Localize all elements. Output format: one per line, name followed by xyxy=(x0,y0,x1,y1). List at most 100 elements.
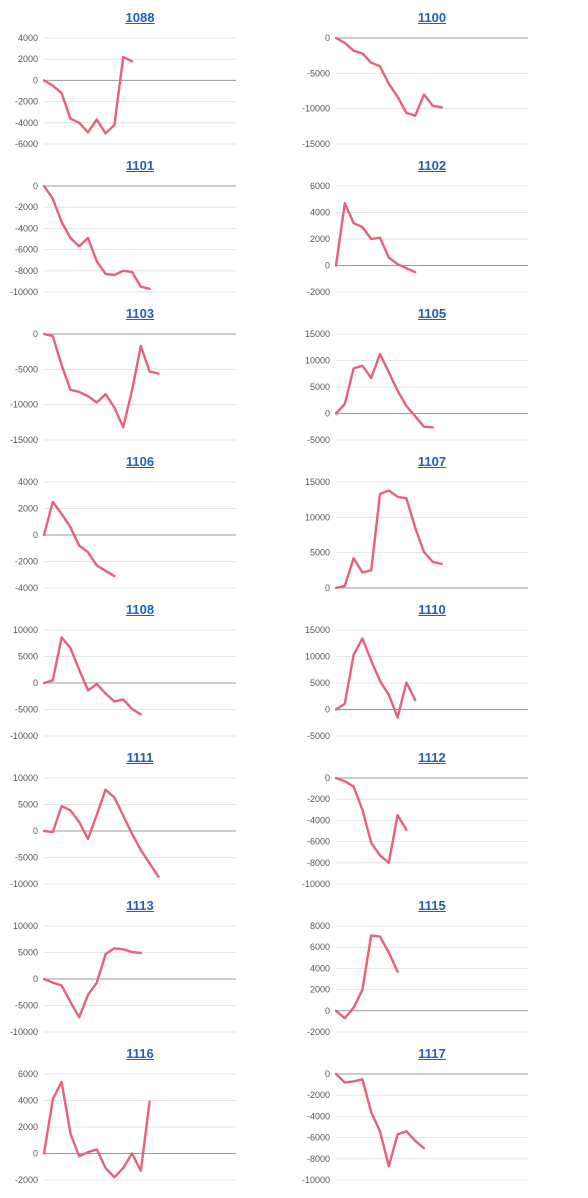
chart-panel: 1107 15000 10000 5000 0 xyxy=(292,454,572,594)
series-line xyxy=(334,637,417,719)
chart-title-link[interactable]: 1103 xyxy=(125,306,155,321)
chart-panel: 1117 0 -2000 -4000 -6000 -8000 -10000 xyxy=(292,1046,572,1186)
y-tick-label: 8000 xyxy=(310,921,330,931)
y-tick-label: 0 xyxy=(33,1149,38,1159)
chart-title-link[interactable]: 1088 xyxy=(125,10,155,25)
chart-title-link[interactable]: 1116 xyxy=(126,1046,154,1061)
series-line xyxy=(334,36,443,117)
chart-title-link[interactable]: 1110 xyxy=(418,602,446,617)
line-chart: 0 -5000 -10000 -15000 xyxy=(302,33,528,149)
y-tick-label: 0 xyxy=(325,1069,330,1079)
y-tick-label: 10000 xyxy=(13,625,38,635)
y-tick-label: -5000 xyxy=(15,853,38,863)
chart-title-link[interactable]: 1102 xyxy=(417,158,447,173)
y-tick-label: -5000 xyxy=(307,731,330,741)
y-tick-label: -2000 xyxy=(307,1027,330,1037)
y-tick-label: 0 xyxy=(325,583,330,593)
chart-title-link[interactable]: 1107 xyxy=(417,454,447,469)
line-chart: 0 -2000 -4000 -6000 -8000 -10000 xyxy=(302,773,528,889)
series-line xyxy=(42,788,160,878)
series-line xyxy=(334,934,399,1020)
y-tick-label: -4000 xyxy=(307,1111,330,1121)
chart-title-link[interactable]: 1108 xyxy=(125,602,155,617)
line-chart: 10000 5000 0 -5000 -10000 xyxy=(10,921,236,1037)
y-tick-label: 10000 xyxy=(13,773,38,783)
y-tick-label: 0 xyxy=(33,974,38,984)
y-tick-label: 10000 xyxy=(305,512,330,522)
y-tick-label: -2000 xyxy=(307,1090,330,1100)
y-tick-label: -5000 xyxy=(307,435,330,445)
y-tick-label: 5000 xyxy=(18,948,38,958)
y-tick-label: 4000 xyxy=(18,1096,38,1106)
line-chart: 10000 5000 0 -5000 -10000 xyxy=(10,625,236,741)
chart-title-link[interactable]: 1112 xyxy=(418,750,446,765)
series-line xyxy=(42,500,116,578)
chart-panel: 1088 4000 2000 0 -2000 -4000 -6000 xyxy=(0,10,280,150)
line-chart: 6000 4000 2000 0 -2000 xyxy=(15,1069,236,1185)
chart-panel: 1110 15000 10000 5000 0 -5000 xyxy=(292,602,572,742)
chart-title-link[interactable]: 1105 xyxy=(417,306,447,321)
series-line xyxy=(334,202,417,274)
y-tick-label: -10000 xyxy=(10,1027,38,1037)
y-tick-label: 0 xyxy=(325,705,330,715)
line-chart: 6000 4000 2000 0 -2000 xyxy=(307,181,528,297)
y-tick-label: 5000 xyxy=(310,382,330,392)
chart-title-link[interactable]: 1106 xyxy=(125,454,155,469)
series-line xyxy=(42,332,160,429)
y-tick-label: 6000 xyxy=(310,942,330,952)
series-line xyxy=(334,489,443,590)
y-tick-label: -10000 xyxy=(302,104,330,114)
series-line xyxy=(42,636,143,716)
y-tick-label: -5000 xyxy=(15,364,38,374)
y-tick-label: -5000 xyxy=(15,705,38,715)
y-tick-label: -10000 xyxy=(302,1175,330,1185)
y-tick-label: -2000 xyxy=(15,1175,38,1185)
y-tick-label: 0 xyxy=(325,773,330,783)
chart-title-link[interactable]: 1113 xyxy=(126,898,154,913)
y-tick-label: 0 xyxy=(33,678,38,688)
y-tick-label: -5000 xyxy=(307,68,330,78)
y-tick-label: 0 xyxy=(33,75,38,85)
chart-title-link[interactable]: 1115 xyxy=(418,898,446,913)
y-tick-label: 2000 xyxy=(18,54,38,64)
line-chart: 15000 10000 5000 0 -5000 xyxy=(305,625,528,741)
y-tick-label: -2000 xyxy=(15,557,38,567)
series-line xyxy=(42,1080,151,1179)
y-tick-label: 6000 xyxy=(310,181,330,191)
chart-title-link[interactable]: 1100 xyxy=(417,10,447,25)
y-tick-label: 2000 xyxy=(18,504,38,514)
chart-title-link[interactable]: 1117 xyxy=(418,1046,446,1061)
chart-title-link[interactable]: 1101 xyxy=(125,158,155,173)
y-tick-label: 10000 xyxy=(305,652,330,662)
y-tick-label: -10000 xyxy=(302,879,330,889)
y-tick-label: -10000 xyxy=(10,400,38,410)
y-tick-label: 10000 xyxy=(13,921,38,931)
y-tick-label: -6000 xyxy=(15,245,38,255)
y-tick-label: 2000 xyxy=(18,1122,38,1132)
series-line xyxy=(42,55,134,135)
y-tick-label: -2000 xyxy=(307,287,330,297)
y-tick-label: 0 xyxy=(33,826,38,836)
y-tick-label: 5000 xyxy=(18,800,38,810)
y-tick-label: 2000 xyxy=(310,985,330,995)
series-line xyxy=(42,184,151,291)
y-tick-label: 6000 xyxy=(18,1069,38,1079)
y-tick-label: 15000 xyxy=(305,329,330,339)
series-line xyxy=(334,776,408,865)
y-tick-label: -6000 xyxy=(307,837,330,847)
y-tick-label: 10000 xyxy=(305,356,330,366)
y-tick-label: 5000 xyxy=(310,678,330,688)
line-chart: 8000 6000 4000 2000 0 -2000 xyxy=(307,921,528,1037)
y-tick-label: -8000 xyxy=(307,858,330,868)
line-chart: 10000 5000 0 -5000 -10000 xyxy=(10,773,236,889)
chart-title-link[interactable]: 1111 xyxy=(126,750,154,765)
line-chart: 0 -5000 -10000 -15000 xyxy=(10,329,236,445)
y-tick-label: 2000 xyxy=(310,234,330,244)
y-tick-label: 0 xyxy=(325,409,330,419)
y-tick-label: 0 xyxy=(325,33,330,43)
y-tick-label: 5000 xyxy=(18,652,38,662)
y-tick-label: 15000 xyxy=(305,477,330,487)
y-tick-label: 5000 xyxy=(310,548,330,558)
y-tick-label: -6000 xyxy=(307,1133,330,1143)
y-tick-label: -2000 xyxy=(15,202,38,212)
